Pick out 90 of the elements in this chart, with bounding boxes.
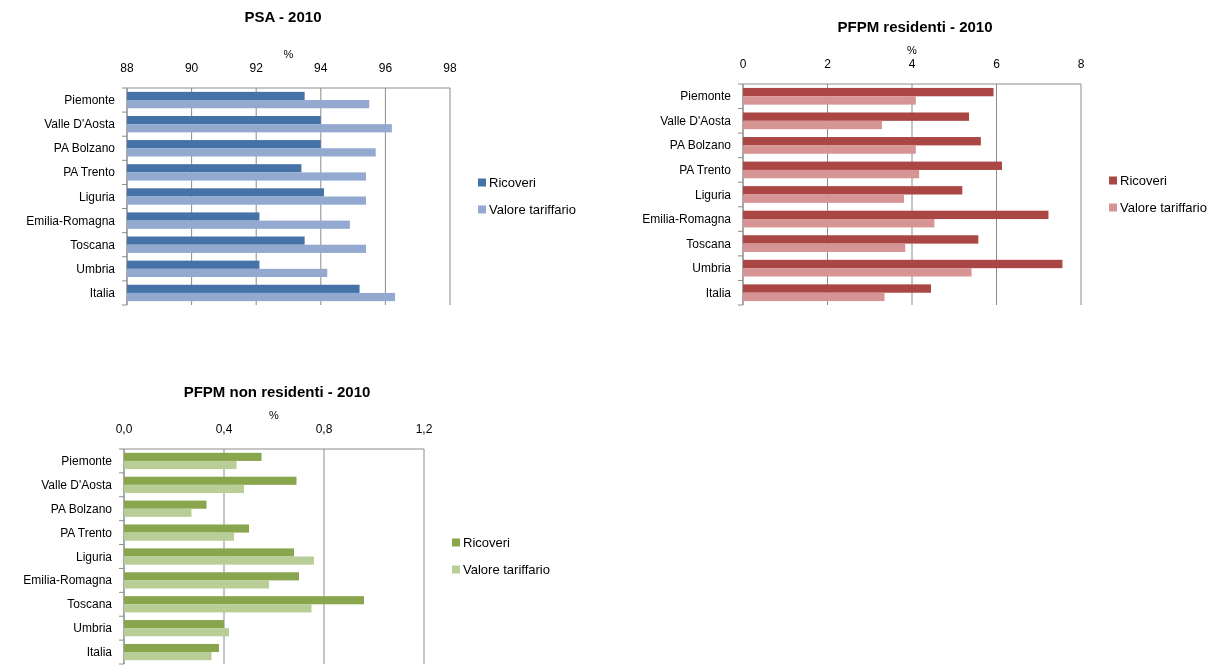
bar	[124, 452, 262, 461]
x-tick-label: 0,8	[315, 422, 333, 436]
chart-title: PSA - 2010	[244, 8, 322, 25]
bar	[743, 219, 935, 228]
x-tick-label: 94	[314, 61, 328, 75]
legend-label: Ricoveri	[1120, 172, 1168, 188]
bar	[743, 210, 1049, 220]
x-tick-label: 0,0	[115, 422, 133, 436]
y-tick-label: Umbria	[76, 261, 116, 276]
legend-label: Valore tariffario	[1120, 199, 1207, 215]
x-tick-label: 96	[378, 61, 393, 75]
y-tick-label: Italia	[89, 285, 116, 300]
bar	[743, 145, 916, 154]
bar	[743, 186, 963, 195]
x-tick-label: 0	[739, 57, 747, 71]
y-tick-label: Valle D'Aosta	[44, 117, 116, 132]
bar	[124, 556, 314, 565]
y-tick-label: Valle D'Aosta	[660, 113, 732, 128]
x-tick-label: 0,4	[215, 422, 233, 436]
bar	[124, 508, 192, 517]
legend-label: Ricoveri	[463, 534, 511, 550]
bar	[124, 643, 219, 653]
x-tick-label: 90	[184, 61, 199, 75]
y-tick-label: Liguria	[694, 187, 732, 202]
bar	[743, 284, 932, 293]
legend-label: Ricoveri	[489, 174, 537, 190]
x-axis-title: %	[907, 44, 918, 56]
bar	[124, 524, 249, 533]
bar	[124, 548, 294, 557]
bar	[743, 137, 981, 146]
x-tick-label: 6	[993, 57, 1001, 71]
bar	[124, 484, 244, 493]
x-axis-title: %	[269, 409, 280, 421]
legend-label: Valore tariffario	[489, 201, 576, 217]
x-tick-label: 4	[908, 57, 916, 71]
y-tick-label: Emilia-Romagna	[642, 212, 732, 227]
bar	[124, 596, 364, 605]
bar	[743, 292, 885, 302]
x-tick-label: 2	[824, 57, 832, 71]
y-tick-label: Emilia-Romagna	[26, 213, 116, 228]
bar	[743, 96, 916, 105]
bar	[743, 112, 970, 121]
bar	[124, 604, 312, 613]
y-tick-label: Piemonte	[680, 89, 732, 104]
bar	[124, 572, 299, 581]
y-tick-label: Valle D'Aosta	[41, 477, 113, 492]
y-tick-label: Umbria	[73, 621, 113, 636]
bar	[743, 235, 979, 244]
y-tick-label: PA Bolzano	[53, 141, 116, 156]
y-tick-label: Toscana	[686, 236, 732, 251]
bar	[124, 580, 269, 589]
y-tick-label: Liguria	[75, 549, 113, 564]
bar	[743, 87, 994, 97]
x-axis-title: %	[283, 48, 294, 60]
chart-title: PFPM residenti - 2010	[837, 18, 993, 35]
y-tick-label: Liguria	[78, 189, 116, 204]
bar	[124, 476, 297, 485]
y-tick-label: Toscana	[70, 237, 116, 252]
x-tick-label: 88	[120, 61, 134, 75]
bar	[743, 259, 1063, 269]
y-tick-label: PA Trento	[60, 525, 113, 540]
bar	[743, 120, 882, 130]
bar	[743, 169, 920, 179]
bar	[124, 628, 229, 637]
y-tick-label: Piemonte	[64, 93, 116, 108]
bar	[743, 243, 906, 252]
y-tick-label: PA Trento	[63, 165, 116, 180]
y-tick-label: Piemonte	[61, 453, 113, 468]
x-tick-label: 1,2	[415, 422, 433, 436]
legend-label: Valore tariffario	[463, 561, 550, 577]
bar	[743, 194, 904, 203]
x-tick-label: 98	[443, 61, 457, 75]
y-tick-label: PA Bolzano	[669, 138, 732, 153]
y-tick-label: PA Bolzano	[50, 501, 113, 516]
bar	[743, 161, 1002, 170]
bar	[124, 500, 207, 509]
bar	[124, 620, 224, 629]
bar	[124, 652, 212, 661]
bar	[124, 532, 234, 541]
y-tick-label: Italia	[86, 645, 113, 660]
bar	[743, 268, 972, 277]
bar	[124, 460, 237, 470]
x-tick-label: 92	[249, 61, 264, 75]
x-tick-label: 8	[1077, 57, 1085, 71]
y-tick-label: PA Trento	[679, 162, 732, 177]
chart-title: PFPM non residenti - 2010	[183, 383, 371, 400]
y-tick-label: Italia	[705, 285, 732, 300]
y-tick-label: Umbria	[692, 261, 732, 276]
y-tick-label: Emilia-Romagna	[23, 573, 113, 588]
y-tick-label: Toscana	[67, 597, 113, 612]
